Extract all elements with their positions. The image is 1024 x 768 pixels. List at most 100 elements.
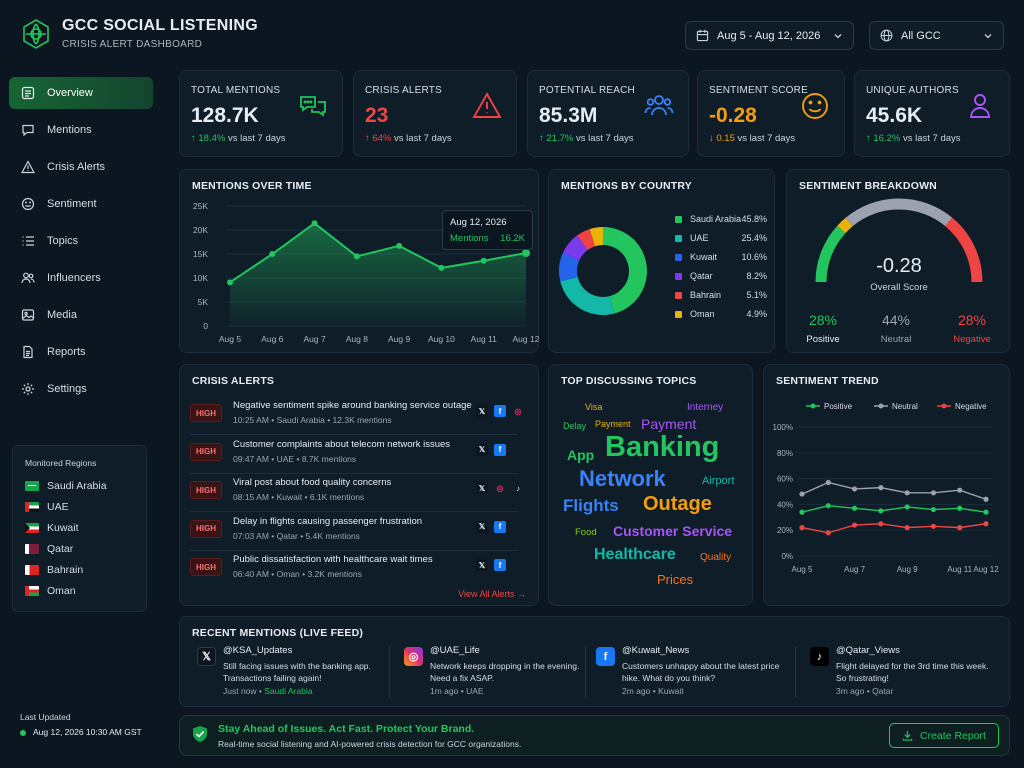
data-point[interactable]: [957, 505, 963, 511]
view-all-alerts-link[interactable]: View All Alerts →: [458, 589, 526, 599]
date-range-picker[interactable]: Aug 5 - Aug 12, 2026: [685, 21, 854, 50]
data-point[interactable]: [396, 242, 403, 249]
x-icon[interactable]: 𝕏: [476, 520, 488, 533]
data-point[interactable]: [983, 496, 989, 502]
data-point[interactable]: [851, 486, 858, 492]
x-icon[interactable]: 𝕏: [476, 405, 488, 417]
donut-slice[interactable]: [589, 227, 603, 247]
topic-word[interactable]: Food: [575, 527, 597, 538]
donut-slice[interactable]: [603, 227, 647, 314]
data-point[interactable]: [825, 479, 831, 486]
alert-row[interactable]: HIGH Public dissatisfaction with healthca…: [190, 552, 518, 589]
feed-handle[interactable]: @KSA_Updates: [223, 645, 293, 656]
topic-word[interactable]: Network: [579, 466, 666, 491]
data-point[interactable]: [851, 522, 858, 528]
sidebar-item-settings[interactable]: Settings: [9, 373, 153, 405]
sidebar-item-influencers[interactable]: Influencers: [9, 262, 153, 294]
legend-value: 8.2%: [746, 271, 767, 281]
data-point[interactable]: [799, 491, 805, 497]
data-point[interactable]: [983, 521, 989, 527]
data-point[interactable]: [353, 253, 360, 260]
topic-word[interactable]: Visa: [585, 402, 603, 412]
instagram-icon[interactable]: ◎: [514, 406, 522, 416]
alert-row[interactable]: HIGH Delay in flights causing passenger f…: [190, 514, 518, 551]
data-point[interactable]: [904, 490, 910, 496]
topic-word[interactable]: Interney: [687, 402, 724, 413]
topic-word[interactable]: Payment: [595, 419, 631, 429]
sidebar-item-crisis-alerts[interactable]: Crisis Alerts: [9, 151, 153, 183]
data-point[interactable]: [957, 525, 963, 531]
feed-item[interactable]: 𝕏 @KSA_Updates Still facing issues with th…: [197, 645, 377, 705]
region-item-qatar[interactable]: Qatar: [25, 543, 73, 555]
region-item-uae[interactable]: UAE: [25, 501, 69, 513]
data-point[interactable]: [269, 251, 276, 257]
feed-item[interactable]: f @Kuwait_News Customers unhappy about the…: [596, 645, 779, 705]
topic-word[interactable]: Payment: [641, 416, 697, 432]
region-selector[interactable]: All GCC: [869, 21, 1004, 50]
sidebar-item-sentiment[interactable]: Sentiment: [9, 188, 153, 220]
region-item-oman[interactable]: Oman: [25, 585, 76, 597]
data-point[interactable]: [983, 509, 989, 515]
feed-item[interactable]: ♪ @Qatar_Views Flight delayed for the 3rd …: [810, 645, 1000, 705]
instagram-icon[interactable]: ◎: [496, 483, 504, 493]
donut-slice[interactable]: [562, 235, 588, 261]
feed-handle[interactable]: @UAE_Life: [430, 645, 480, 656]
data-point[interactable]: [825, 530, 831, 536]
topic-word[interactable]: Airport: [702, 475, 735, 487]
feed-item[interactable]: ◎ @UAE_Life Network keeps dropping in the …: [404, 645, 584, 705]
topic-word[interactable]: Customer Service: [613, 523, 733, 539]
data-point[interactable]: [522, 249, 530, 258]
data-point[interactable]: [930, 490, 937, 496]
sidebar-item-topics[interactable]: Topics: [9, 225, 153, 257]
topic-word[interactable]: App: [567, 447, 595, 463]
x-icon[interactable]: 𝕏: [476, 482, 488, 494]
donut-slice[interactable]: [577, 229, 596, 250]
topic-word[interactable]: Delay: [563, 421, 587, 431]
tiktok-icon[interactable]: ♪: [516, 483, 520, 493]
topic-word[interactable]: Healthcare: [594, 546, 676, 563]
data-point[interactable]: [878, 521, 884, 527]
alert-row[interactable]: HIGH Negative sentiment spike around bank…: [190, 398, 521, 435]
feed-handle[interactable]: @Kuwait_News: [622, 645, 690, 656]
data-point[interactable]: [480, 257, 487, 264]
donut-slice[interactable]: [559, 252, 580, 282]
topic-word[interactable]: Quality: [700, 552, 732, 563]
region-item-kuwait[interactable]: Kuwait: [25, 522, 79, 534]
data-point[interactable]: [311, 220, 318, 227]
sidebar-item-mentions[interactable]: Mentions: [9, 114, 153, 146]
facebook-icon[interactable]: f: [494, 443, 506, 456]
region-item-saudi-arabia[interactable]: Saudi Arabia: [25, 480, 107, 492]
data-point[interactable]: [904, 525, 910, 531]
data-point[interactable]: [851, 505, 858, 511]
data-point[interactable]: [904, 504, 910, 510]
topic-word[interactable]: Flights: [563, 496, 619, 515]
facebook-icon[interactable]: f: [494, 520, 506, 533]
alert-row[interactable]: HIGH Viral post about food quality concer…: [190, 475, 520, 512]
donut-slice[interactable]: [560, 277, 615, 315]
data-point[interactable]: [799, 509, 805, 515]
create-report-button[interactable]: Create Report: [889, 723, 999, 748]
data-point[interactable]: [799, 525, 805, 531]
data-point[interactable]: [930, 506, 937, 513]
legend-item: Oman 4.9%: [675, 309, 767, 319]
data-point[interactable]: [878, 508, 884, 514]
data-point[interactable]: [957, 487, 963, 493]
facebook-icon[interactable]: f: [494, 559, 506, 571]
feed-handle[interactable]: @Qatar_Views: [836, 645, 900, 656]
region-item-bahrain[interactable]: Bahrain: [25, 564, 83, 576]
sidebar-item-media[interactable]: Media: [9, 299, 153, 331]
facebook-icon[interactable]: f: [494, 405, 506, 417]
topic-word[interactable]: Prices: [657, 572, 694, 587]
sidebar-item-reports[interactable]: Reports: [9, 336, 153, 368]
topic-word[interactable]: Outage: [643, 493, 712, 515]
x-icon[interactable]: 𝕏: [476, 559, 488, 571]
topic-word[interactable]: Banking: [605, 431, 720, 463]
x-icon[interactable]: 𝕏: [476, 443, 488, 456]
sidebar-item-overview[interactable]: Overview: [9, 77, 153, 109]
data-point[interactable]: [227, 279, 233, 286]
alert-row[interactable]: HIGH Customer complaints about telecom ne…: [190, 437, 518, 474]
data-point[interactable]: [930, 523, 937, 529]
data-point[interactable]: [438, 264, 445, 271]
data-point[interactable]: [878, 485, 884, 491]
data-point[interactable]: [825, 503, 831, 509]
